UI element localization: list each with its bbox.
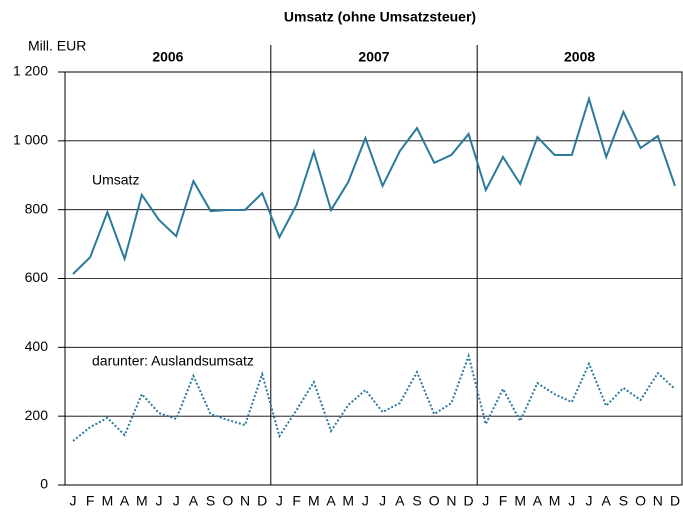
x-tick-label: A bbox=[395, 493, 405, 509]
x-tick-label: S bbox=[206, 493, 215, 509]
y-tick-label: 1 200 bbox=[13, 63, 48, 79]
x-tick-label: S bbox=[412, 493, 421, 509]
plot-frame bbox=[64, 71, 683, 486]
x-tick-label: A bbox=[120, 493, 130, 509]
x-tick-label: J bbox=[568, 493, 575, 509]
x-tick-label: D bbox=[257, 493, 267, 509]
x-tick-label: M bbox=[308, 493, 320, 509]
x-tick-label: J bbox=[362, 493, 369, 509]
x-tick-label: F bbox=[499, 493, 508, 509]
x-tick-label: A bbox=[602, 493, 612, 509]
y-tick-label: 0 bbox=[40, 476, 48, 492]
year-label: 2006 bbox=[152, 49, 183, 65]
x-tick-label: D bbox=[670, 493, 680, 509]
x-tick-label: J bbox=[70, 493, 77, 509]
year-label: 2008 bbox=[564, 49, 595, 65]
x-tick-label: O bbox=[222, 493, 233, 509]
x-tick-label: F bbox=[292, 493, 301, 509]
x-tick-label: O bbox=[429, 493, 440, 509]
x-tick-label: M bbox=[102, 493, 114, 509]
x-tick-label: F bbox=[86, 493, 95, 509]
x-tick-label: M bbox=[514, 493, 526, 509]
y-tick-label: 800 bbox=[25, 200, 49, 216]
x-tick-label: J bbox=[482, 493, 489, 509]
x-tick-label: M bbox=[136, 493, 148, 509]
year-label: 2007 bbox=[358, 49, 389, 65]
x-tick-label: N bbox=[446, 493, 456, 509]
x-tick-label: M bbox=[549, 493, 561, 509]
x-tick-label: D bbox=[464, 493, 474, 509]
y-tick-label: 200 bbox=[25, 407, 49, 423]
x-tick-label: A bbox=[326, 493, 336, 509]
y-axis-label: Mill. EUR bbox=[28, 38, 86, 54]
x-tick-label: J bbox=[276, 493, 283, 509]
x-tick-label: S bbox=[619, 493, 628, 509]
x-tick-label: N bbox=[240, 493, 250, 509]
y-tick-label: 1 000 bbox=[13, 132, 48, 148]
x-tick-label: O bbox=[635, 493, 646, 509]
x-tick-label: J bbox=[156, 493, 163, 509]
series-label: Umsatz bbox=[92, 172, 139, 188]
series-line bbox=[72, 352, 676, 442]
y-tick-label: 400 bbox=[25, 338, 49, 354]
y-tick-label: 600 bbox=[25, 269, 49, 285]
x-tick-label: J bbox=[379, 493, 386, 509]
x-tick-label: A bbox=[189, 493, 199, 509]
chart-title: Umsatz (ohne Umsatzsteuer) bbox=[284, 9, 476, 25]
series-line bbox=[72, 95, 676, 275]
x-tick-label: N bbox=[653, 493, 663, 509]
x-tick-label: A bbox=[533, 493, 543, 509]
series-label: darunter: Auslandsumsatz bbox=[92, 353, 254, 369]
x-tick-label: J bbox=[173, 493, 180, 509]
x-tick-label: M bbox=[342, 493, 354, 509]
x-tick-label: J bbox=[586, 493, 593, 509]
